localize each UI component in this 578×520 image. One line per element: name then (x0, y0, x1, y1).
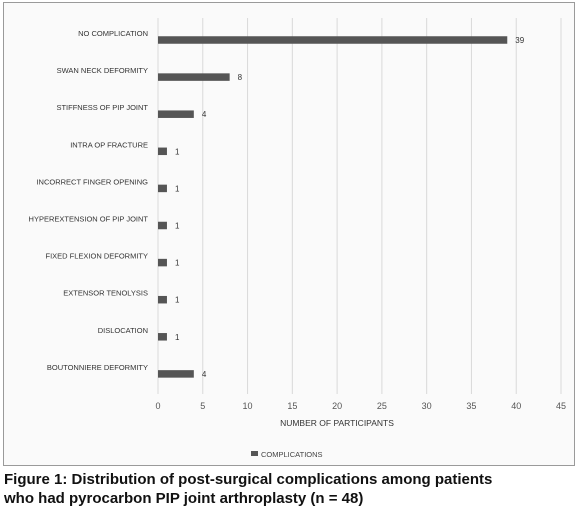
bar-2 (158, 73, 230, 81)
bar-value-label: 1 (175, 333, 180, 342)
x-axis-title: NUMBER OF PARTICIPANTS (280, 418, 394, 428)
bar-value-label: 1 (175, 222, 180, 231)
figure-caption: Figure 1: Distribution of post-surgical … (4, 470, 574, 508)
x-tick-label: 20 (332, 401, 342, 411)
bar-value-label: 39 (515, 36, 524, 45)
category-label: STIFFNESS OF PIP JOINT (56, 103, 148, 112)
category-label: INTRA OP FRACTURE (70, 140, 148, 149)
bar-10 (158, 370, 194, 378)
category-label: INCORRECT FINGER OPENING (36, 177, 148, 186)
category-label: DISLOCATION (98, 326, 148, 335)
x-tick-label: 5 (200, 401, 205, 411)
x-tick-label: 45 (556, 401, 566, 411)
legend-swatch (251, 451, 258, 456)
bar-value-label: 8 (238, 73, 243, 82)
chart-frame (3, 2, 575, 466)
bar-7 (158, 258, 167, 267)
bar-4 (158, 147, 167, 156)
bar-value-label: 1 (175, 259, 180, 268)
bar-value-label: 1 (175, 184, 180, 193)
x-tick-label: 15 (287, 401, 297, 411)
category-label: SWAN NECK DEFORMITY (57, 66, 148, 75)
category-label: NO COMPLICATION (78, 29, 148, 38)
x-tick-label: 0 (155, 401, 160, 411)
category-label: EXTENSOR TENOLYSIS (63, 289, 148, 298)
caption-line-2: who had pyrocarbon PIP joint arthroplast… (4, 490, 364, 507)
bar-value-label: 1 (175, 147, 180, 156)
bar-5 (158, 184, 167, 193)
bar-chart: 0 5 10 15 20 25 30 35 40 45 NUMBER OF PARTICIPANTS… (29, 18, 566, 459)
caption-line-1: Figure 1: Distribution of post-surgical … (4, 471, 493, 488)
bar-3 (158, 110, 194, 118)
category-label: FIXED FLEXION DEFORMITY (45, 252, 148, 261)
x-tick-label: 30 (422, 401, 432, 411)
category-label: BOUTONNIERE DEFORMITY (47, 363, 148, 372)
x-tick-label: 10 (243, 401, 253, 411)
bar-value-label: 1 (175, 296, 180, 305)
legend-label: COMPLICATIONS (261, 450, 323, 459)
bar-8 (158, 295, 167, 304)
x-tick-label: 25 (377, 401, 387, 411)
category-label: HYPEREXTENSION OF PIP JOINT (29, 215, 149, 224)
x-tick-label: 35 (466, 401, 476, 411)
bar-value-label: 4 (202, 110, 207, 119)
x-tick-label: 40 (511, 401, 521, 411)
bar-6 (158, 221, 167, 230)
bar-value-label: 4 (202, 370, 207, 379)
bar-1 (158, 36, 508, 44)
bar-9 (158, 333, 167, 341)
